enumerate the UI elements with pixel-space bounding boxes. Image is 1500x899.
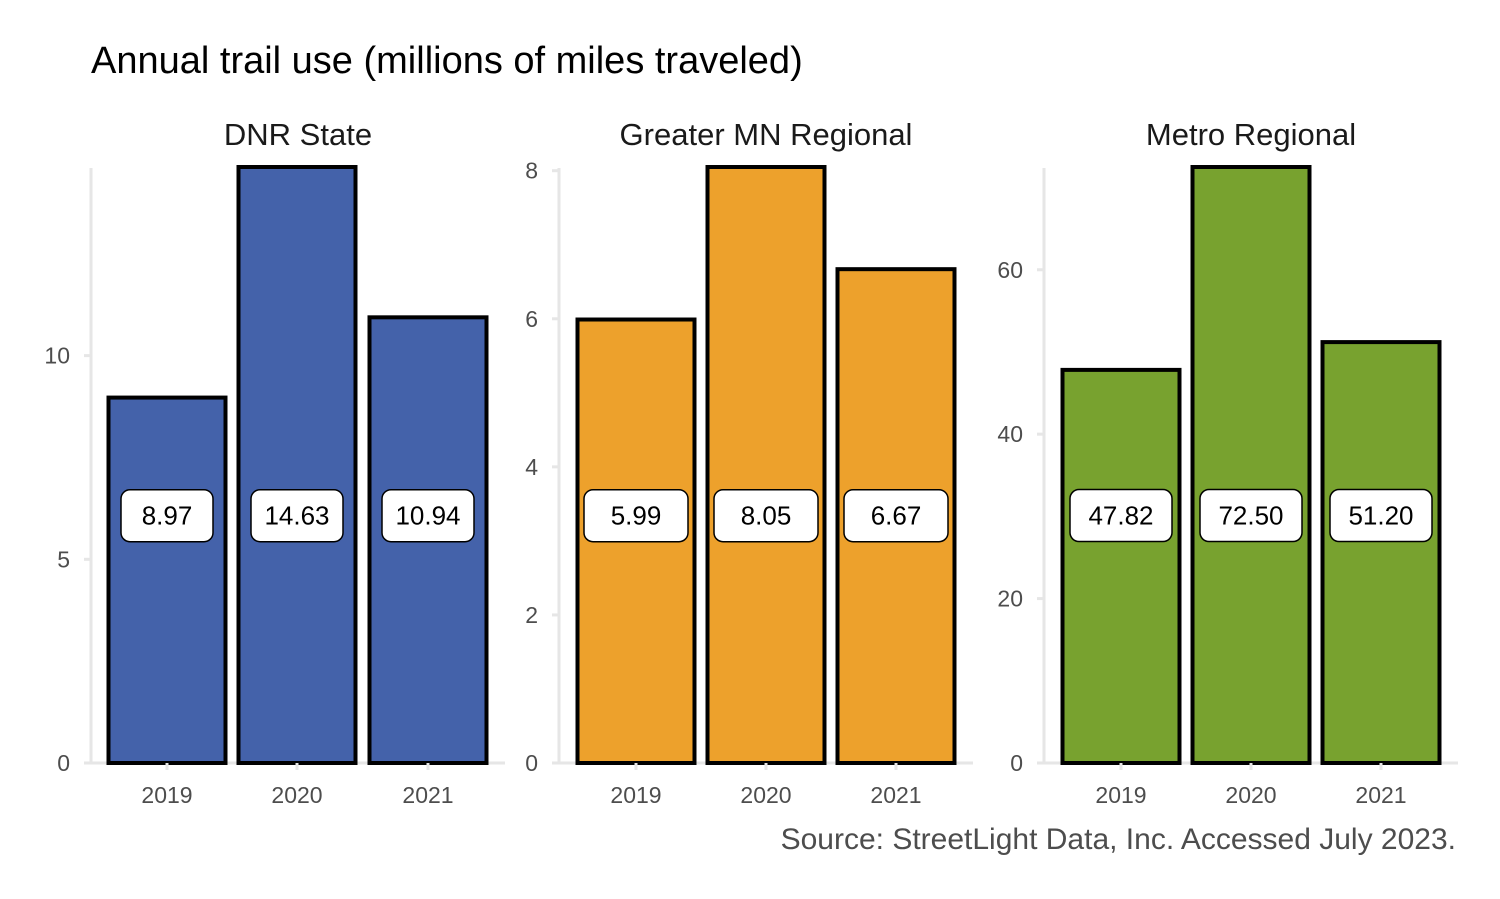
y-tick-label: 8 xyxy=(525,158,538,184)
x-tick-label: 2020 xyxy=(1225,782,1276,808)
bar-2019 xyxy=(106,395,228,765)
facet-panel: DNR State 0 5 10 2019 8.97 2020 14.63 2021 10.94 xyxy=(44,117,505,808)
facet-strip-title: DNR State xyxy=(224,117,372,152)
y-tick-label: 4 xyxy=(525,454,538,480)
y-tick-label: 0 xyxy=(525,750,538,776)
y-tick-label: 6 xyxy=(525,306,538,332)
data-label: 51.20 xyxy=(1348,501,1413,531)
y-tick-label: 10 xyxy=(44,343,70,369)
y-tick-label: 60 xyxy=(997,257,1023,283)
bar-2020 xyxy=(236,165,358,765)
facet-panel: Metro Regional 0 20 40 60 2019 47.82 2020 72.50 2… xyxy=(997,117,1458,808)
data-label: 47.82 xyxy=(1088,501,1153,531)
data-label-box xyxy=(713,488,819,543)
data-label-box xyxy=(1329,488,1433,543)
x-tick-label: 2021 xyxy=(402,782,453,808)
bar-2019 xyxy=(1060,367,1182,765)
chart-title: Annual trail use (millions of miles trav… xyxy=(91,40,803,82)
facet-panels: DNR State051020198.97202014.63202110.94G… xyxy=(44,117,1458,808)
facet-strip-title: Metro Regional xyxy=(1146,117,1356,152)
bar-2020 xyxy=(1190,165,1312,765)
data-label-box xyxy=(250,488,344,543)
data-label: 14.63 xyxy=(264,501,329,531)
bar-2021 xyxy=(1320,340,1442,765)
data-label-box xyxy=(583,488,689,543)
data-label: 8.05 xyxy=(741,501,792,531)
facet-panel: Greater MN Regional 0 2 4 6 8 2019 5.99 2020 8.05… xyxy=(525,117,973,808)
x-tick-label: 2020 xyxy=(740,782,791,808)
x-tick-label: 2019 xyxy=(610,782,661,808)
data-label-box xyxy=(843,488,949,543)
x-tick-label: 2021 xyxy=(870,782,921,808)
y-tick-label: 0 xyxy=(57,750,70,776)
x-tick-label: 2019 xyxy=(1095,782,1146,808)
x-tick-label: 2020 xyxy=(271,782,322,808)
data-label: 5.99 xyxy=(611,501,662,531)
y-tick-label: 20 xyxy=(997,586,1023,612)
y-tick-label: 0 xyxy=(1010,750,1023,776)
data-label-box xyxy=(1199,488,1303,543)
chart-caption: Source: StreetLight Data, Inc. Accessed … xyxy=(781,823,1456,856)
data-label: 72.50 xyxy=(1218,501,1283,531)
data-label-box xyxy=(381,488,475,543)
data-label: 10.94 xyxy=(395,501,460,531)
data-label: 8.97 xyxy=(142,501,193,531)
data-label-box xyxy=(120,488,214,543)
data-label: 6.67 xyxy=(871,501,922,531)
data-label-box xyxy=(1069,488,1173,543)
y-tick-label: 40 xyxy=(997,421,1023,447)
x-tick-label: 2021 xyxy=(1355,782,1406,808)
y-tick-label: 5 xyxy=(57,546,70,572)
bar-2020 xyxy=(705,165,827,765)
x-tick-label: 2019 xyxy=(141,782,192,808)
facet-strip-title: Greater MN Regional xyxy=(620,117,913,152)
y-tick-label: 2 xyxy=(525,602,538,628)
